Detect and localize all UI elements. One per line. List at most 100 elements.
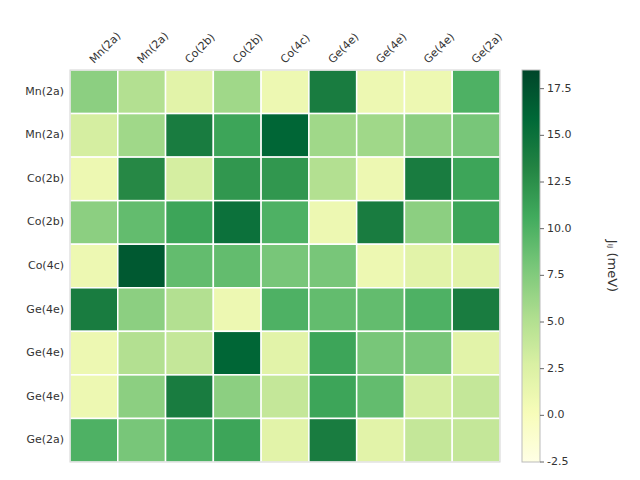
y-tick-label: Mn(2a)	[25, 85, 64, 98]
heatmap-cell	[357, 157, 405, 201]
y-tick-label: Ge(4e)	[26, 346, 64, 359]
heatmap-cell	[309, 157, 357, 201]
y-tick-label: Ge(4e)	[26, 303, 64, 316]
colorbar-tick-label: -2.5	[547, 455, 568, 468]
heatmap-cell	[213, 114, 261, 158]
heatmap-cell	[309, 288, 357, 332]
heatmap-cell	[452, 70, 500, 114]
heatmap-cell	[213, 418, 261, 462]
colorbar-tick	[540, 415, 544, 416]
colorbar-tick	[540, 322, 544, 323]
heatmap-cell	[70, 114, 118, 158]
heatmap-cell	[357, 288, 405, 332]
heatmap-cell	[118, 244, 166, 288]
colorbar-scale	[522, 70, 540, 462]
heatmap-cell	[309, 418, 357, 462]
x-tick-label: Ge(4e)	[421, 30, 457, 66]
colorbar-tick	[540, 135, 544, 136]
heatmap-cell	[118, 70, 166, 114]
heatmap-cell	[452, 114, 500, 158]
x-tick-label: Co(2b)	[182, 31, 217, 66]
plot-frame	[70, 70, 500, 462]
chart-svg: Mn(2a) Mn(2a) Co(2b) Co(2b) Co(4c) Ge(4e) Ge(4…	[0, 0, 640, 480]
heatmap-cell	[261, 70, 309, 114]
x-tick-label: Ge(4e)	[373, 30, 409, 66]
heatmap-cell	[213, 331, 261, 375]
heatmap-cell	[404, 331, 452, 375]
heatmap-cell	[166, 331, 214, 375]
heatmap-cell	[404, 418, 452, 462]
heatmap-cell	[261, 418, 309, 462]
heatmap-cell	[261, 288, 309, 332]
x-tick-label: Ge(4e)	[326, 30, 362, 66]
colorbar-tick-label: 10.0	[547, 222, 572, 235]
heatmap-cell	[70, 331, 118, 375]
x-tick-label: Co(2b)	[230, 31, 265, 66]
colorbar-tick-label: 12.5	[547, 175, 572, 188]
heatmap-cell	[70, 375, 118, 419]
heatmap-cell	[166, 418, 214, 462]
heatmap-cell	[309, 244, 357, 288]
heatmap-cell	[452, 375, 500, 419]
heatmap-cell	[309, 375, 357, 419]
heatmap-cell	[118, 418, 166, 462]
heatmap-cell	[357, 375, 405, 419]
heatmap-cell	[357, 244, 405, 288]
heatmap-cell	[70, 70, 118, 114]
heatmap-cell	[118, 331, 166, 375]
x-tick-label: Co(4c)	[278, 31, 313, 66]
heatmap-cell	[452, 418, 500, 462]
y-tick-label: Ge(4e)	[26, 390, 64, 403]
colorbar-tick-label: 5.0	[547, 315, 565, 328]
heatmap-cell	[452, 244, 500, 288]
heatmap-cell	[70, 244, 118, 288]
heatmap-cell	[166, 114, 214, 158]
heatmap-cell	[213, 288, 261, 332]
heatmap-cell	[261, 375, 309, 419]
heatmap-cell	[452, 201, 500, 245]
heatmap-cell	[357, 331, 405, 375]
heatmap-cell	[166, 288, 214, 332]
heatmap-cell	[166, 157, 214, 201]
colorbar-tick-label: 2.5	[547, 362, 565, 375]
heatmap-cell	[213, 201, 261, 245]
heatmap-cell	[118, 201, 166, 245]
y-tick-label: Mn(2a)	[25, 128, 64, 141]
heatmap-cell	[357, 70, 405, 114]
chart-container: Mn(2a) Mn(2a) Co(2b) Co(2b) Co(4c) Ge(4e) Ge(4…	[0, 0, 640, 480]
heatmap-cell	[118, 114, 166, 158]
colorbar-label: Jᵢⱼ (meV)	[605, 239, 620, 292]
heatmap-cell	[452, 331, 500, 375]
colorbar-tick	[540, 275, 544, 276]
heatmap-cell	[118, 157, 166, 201]
heatmap-cell	[166, 201, 214, 245]
colorbar-tick	[540, 462, 544, 463]
y-tick-label: Ge(2a)	[26, 433, 64, 446]
heatmap-cell	[166, 244, 214, 288]
heatmap-cell	[166, 375, 214, 419]
heatmap-cell	[309, 331, 357, 375]
heatmap-cell	[166, 70, 214, 114]
colorbar-tick-label: 17.5	[547, 82, 572, 95]
colorbar-tick-label: 0.0	[547, 408, 565, 421]
x-tick-label: Mn(2a)	[135, 29, 172, 66]
heatmap-cell	[357, 114, 405, 158]
heatmap-cell	[261, 114, 309, 158]
y-axis: Mn(2a)Mn(2a)Co(2b)Co(2b)Co(4c)Ge(4e)Ge(4…	[25, 85, 64, 446]
heatmap-cell	[357, 201, 405, 245]
colorbar-tick	[540, 182, 544, 183]
heatmap-cell	[309, 201, 357, 245]
y-tick-label: Co(2b)	[27, 215, 64, 228]
heatmap-cell	[261, 331, 309, 375]
heatmap-cell	[404, 288, 452, 332]
heatmap-cell	[261, 201, 309, 245]
colorbar: -2.50.02.55.07.510.012.515.017.5Jᵢⱼ (meV…	[522, 70, 620, 468]
colorbar-tick-label: 7.5	[547, 268, 565, 281]
colorbar-tick	[540, 228, 544, 229]
heatmap-cell	[404, 375, 452, 419]
heatmap-cell	[213, 244, 261, 288]
heatmap-cell	[452, 288, 500, 332]
heatmap-cell	[118, 288, 166, 332]
colorbar-tick	[540, 368, 544, 369]
heatmap-cell	[118, 375, 166, 419]
